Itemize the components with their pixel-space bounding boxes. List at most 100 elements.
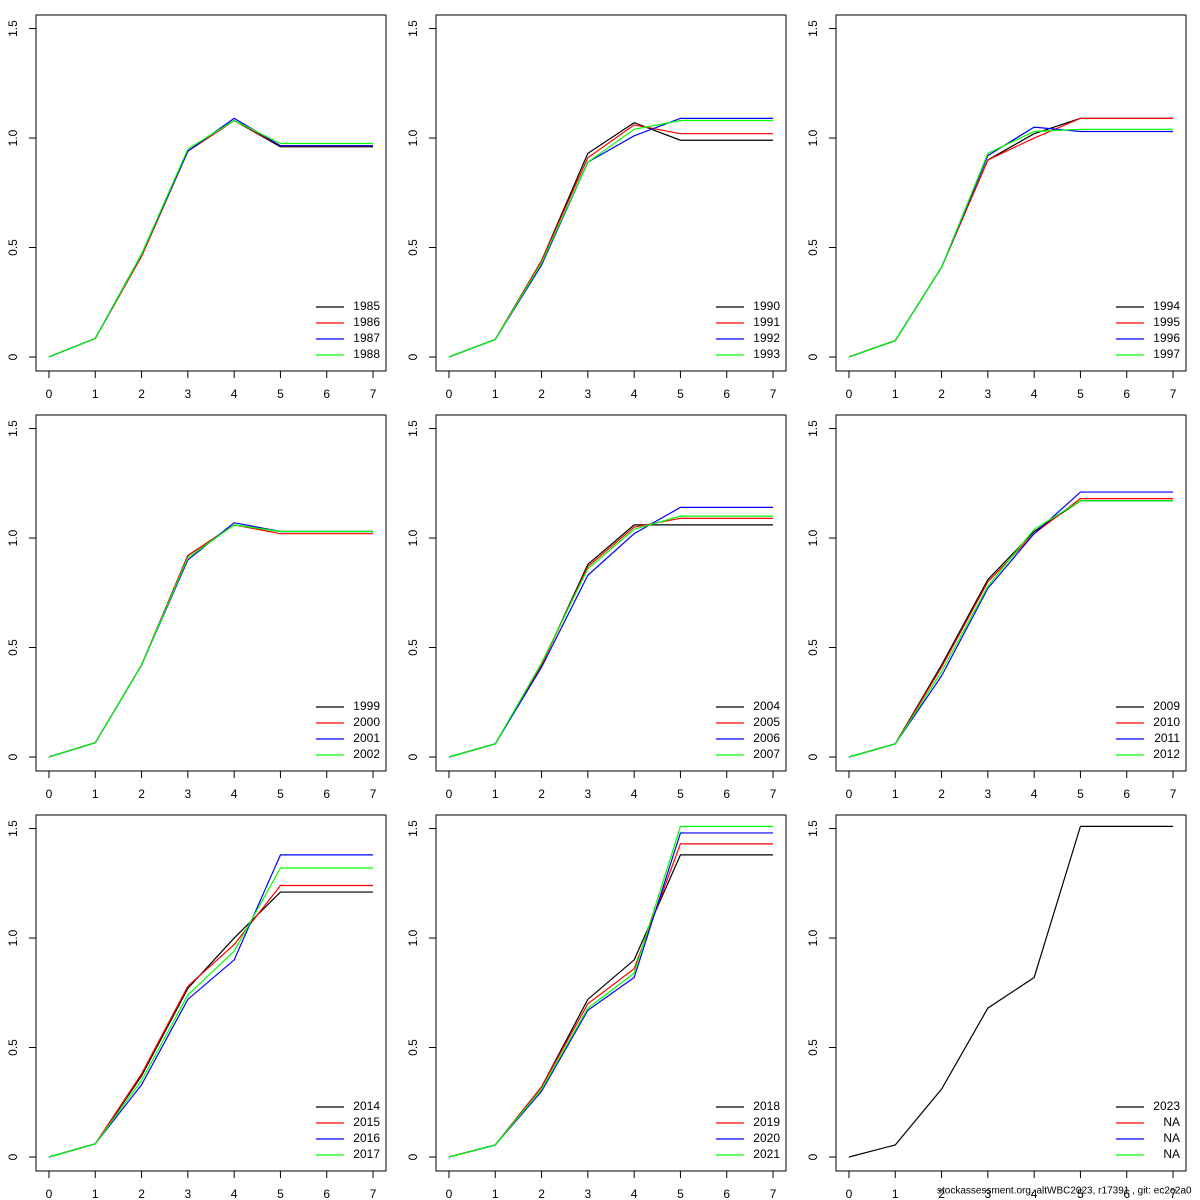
y-tick-label: 0	[6, 353, 20, 360]
x-tick-label: 7	[370, 1187, 377, 1200]
y-tick-label: 0.5	[806, 1039, 820, 1056]
x-tick-label: 0	[46, 787, 53, 801]
series-line	[48, 854, 374, 1158]
legend-label: 2007	[753, 747, 780, 761]
y-tick-label: 1.0	[406, 129, 420, 146]
x-tick-label: 6	[723, 1187, 730, 1200]
x-tick-label: 5	[677, 787, 684, 801]
legend-label: 2014	[353, 1099, 380, 1113]
x-tick-label: 0	[446, 787, 453, 801]
legend-label: 1992	[753, 331, 780, 345]
legend-label: 2012	[1153, 747, 1180, 761]
series-line	[48, 524, 374, 758]
x-tick-label: 2	[138, 787, 145, 801]
x-tick-label: 4	[231, 1187, 238, 1200]
y-tick-label: 0	[406, 1153, 420, 1160]
x-tick-label: 7	[1170, 1187, 1177, 1200]
x-tick-label: 7	[770, 787, 777, 801]
series-line	[48, 119, 374, 358]
y-tick-label: 1.0	[6, 529, 20, 546]
y-tick-label: 1.5	[406, 20, 420, 37]
x-tick-label: 6	[323, 1187, 330, 1200]
legend-label: 1990	[753, 299, 780, 313]
x-tick-label: 3	[185, 787, 192, 801]
x-tick-label: 3	[585, 787, 592, 801]
y-tick-label: 1.0	[6, 129, 20, 146]
legend-label: 1996	[1153, 331, 1180, 345]
y-tick-label: 1.5	[6, 20, 20, 37]
y-tick-label: 1.0	[406, 529, 420, 546]
x-tick-label: 7	[1170, 387, 1177, 401]
x-tick-label: 3	[185, 387, 192, 401]
series-line	[48, 117, 374, 358]
y-tick-label: 0	[6, 1153, 20, 1160]
legend-label: 2021	[753, 1147, 780, 1161]
legend-label: 2001	[353, 731, 380, 745]
series-line	[48, 522, 374, 758]
series-line	[48, 884, 374, 1158]
series-line	[48, 891, 374, 1158]
x-tick-label: 7	[770, 387, 777, 401]
y-tick-label: 0.5	[406, 239, 420, 256]
plot-frame	[435, 814, 787, 1172]
legend-label: 1994	[1153, 299, 1180, 313]
legend-label: 2019	[753, 1115, 780, 1129]
x-tick-label: 5	[677, 387, 684, 401]
series-line	[848, 117, 1174, 358]
series-line	[848, 500, 1174, 758]
y-tick-label: 0	[406, 353, 420, 360]
x-tick-label: 5	[677, 1187, 684, 1200]
series-line	[448, 843, 774, 1158]
x-tick-label: 2	[138, 1187, 145, 1200]
x-tick-label: 5	[277, 387, 284, 401]
y-tick-label: 0	[806, 753, 820, 760]
legend-label: 1999	[353, 699, 380, 713]
x-tick-label: 1	[492, 387, 499, 401]
y-tick-label: 1.5	[806, 820, 820, 837]
legend-label: 1995	[1153, 315, 1180, 329]
legend-label: 2015	[353, 1115, 380, 1129]
series-line	[48, 119, 374, 358]
y-tick-label: 1.5	[406, 420, 420, 437]
series-line	[848, 498, 1174, 758]
y-tick-label: 0.5	[6, 639, 20, 656]
series-line	[448, 117, 774, 358]
x-tick-label: 0	[446, 387, 453, 401]
y-tick-label: 1.0	[6, 929, 20, 946]
legend-label: 1985	[353, 299, 380, 313]
x-tick-label: 6	[1123, 387, 1130, 401]
x-tick-label: 1	[492, 1187, 499, 1200]
x-tick-label: 7	[370, 387, 377, 401]
y-tick-label: 0.5	[6, 239, 20, 256]
x-tick-label: 1	[892, 1187, 899, 1200]
x-tick-label: 1	[492, 787, 499, 801]
series-line	[448, 854, 774, 1158]
x-tick-label: 5	[1077, 787, 1084, 801]
x-tick-label: 3	[185, 1187, 192, 1200]
legend-label: 1986	[353, 315, 380, 329]
series-line	[448, 122, 774, 358]
y-tick-label: 1.0	[806, 929, 820, 946]
x-tick-label: 5	[277, 787, 284, 801]
series-line	[848, 128, 1174, 358]
x-tick-label: 6	[323, 787, 330, 801]
x-tick-label: 6	[323, 387, 330, 401]
legend-label: 2023	[1153, 1099, 1180, 1113]
x-tick-label: 4	[631, 787, 638, 801]
series-line	[448, 825, 774, 1158]
y-tick-label: 1.0	[806, 129, 820, 146]
x-tick-label: 7	[1170, 787, 1177, 801]
series-line	[48, 524, 374, 758]
x-tick-label: 4	[231, 787, 238, 801]
y-tick-label: 0.5	[406, 639, 420, 656]
legend-label: NA	[1163, 1147, 1180, 1161]
x-tick-label: 2	[938, 787, 945, 801]
series-line	[848, 825, 1174, 1158]
legend-label: 2009	[1153, 699, 1180, 713]
y-tick-label: 0.5	[6, 1039, 20, 1056]
legend-label: 2010	[1153, 715, 1180, 729]
x-tick-label: 3	[585, 1187, 592, 1200]
y-tick-label: 0	[6, 753, 20, 760]
